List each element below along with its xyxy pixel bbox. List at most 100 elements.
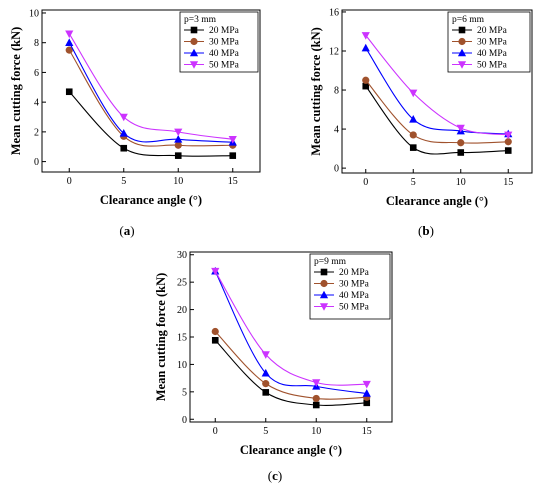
legend-marker	[319, 290, 329, 299]
chart-b: 0 5 10 15 0 4 8 12 16 Clearance angle (°) Mean cut…	[309, 7, 533, 238]
x-tick-label: 5	[411, 177, 416, 188]
data-point	[174, 141, 182, 149]
legend-label: 40 MPa	[339, 291, 370, 301]
data-point	[211, 336, 219, 344]
data-point	[262, 389, 270, 396]
x-axis-title: Clearance angle (°)	[386, 194, 488, 208]
caption-part: (	[418, 223, 422, 238]
caption-part: b	[422, 223, 429, 238]
data-point	[362, 389, 371, 397]
data-point	[409, 144, 417, 151]
data-point	[174, 135, 183, 143]
y-tick-label: 8	[334, 86, 339, 97]
x-tick-label: 5	[263, 426, 268, 437]
caption-part: )	[130, 223, 134, 238]
data-point	[409, 115, 418, 123]
trend-line-20-mpa	[68, 91, 233, 157]
legend-label: 40 MPa	[209, 49, 240, 59]
data-point	[312, 401, 320, 409]
data-point	[228, 136, 237, 144]
legend-label: 50 MPa	[339, 303, 370, 313]
legend-marker	[320, 268, 328, 276]
data-point	[65, 38, 74, 46]
data-point	[456, 124, 465, 133]
data-point	[504, 138, 512, 146]
y-tick-label: 16	[329, 7, 339, 18]
x-axis-title: Clearance angle (°)	[240, 443, 342, 457]
y-axis-title: Mean cutting force (kN)	[9, 27, 23, 156]
legend-title: p=9 mm	[314, 257, 347, 267]
legend-marker	[190, 37, 198, 46]
trend-line-50-mpa	[68, 33, 233, 140]
y-tick-label: 10	[29, 8, 39, 19]
data-point	[211, 267, 220, 276]
y-tick-label: 4	[334, 125, 339, 136]
data-point	[120, 144, 128, 152]
panel-caption: (a)	[119, 223, 134, 238]
legend-label: 30 MPa	[339, 280, 370, 290]
y-tick-label: 5	[182, 387, 187, 398]
x-axis-title: Clearance angle (°)	[100, 193, 202, 207]
chart-a: 0 5 10 15 0 2 4 6 8 10 Clearance angle (°) Mean cut…	[9, 8, 261, 238]
y-tick-label: 6	[34, 68, 39, 79]
y-tick-label: 20	[177, 305, 187, 316]
data-point	[409, 131, 417, 139]
legend-label: 20 MPa	[209, 26, 240, 36]
trend-line-40-mpa	[214, 270, 367, 395]
x-tick-label: 10	[311, 426, 321, 437]
legend-marker	[319, 303, 329, 311]
data-point	[262, 380, 270, 388]
x-tick-label: 5	[121, 176, 126, 187]
legend-label: 20 MPa	[477, 26, 508, 36]
panel-caption: (b)	[418, 223, 434, 238]
data-point	[211, 327, 219, 336]
y-tick-label: 2	[34, 127, 39, 138]
trend-line-30-mpa	[214, 331, 367, 400]
legend-title: p=3 mm	[184, 15, 217, 25]
caption-part: )	[278, 468, 282, 483]
x-tick-label: 15	[503, 177, 513, 188]
y-tick-label: 4	[34, 98, 39, 109]
data-point	[361, 43, 370, 52]
y-tick-label: 0	[182, 415, 187, 426]
y-tick-label: 30	[177, 250, 187, 261]
data-point	[174, 128, 183, 137]
data-point	[312, 394, 320, 403]
caption-part: c	[272, 468, 278, 483]
y-tick-label: 0	[34, 157, 39, 168]
x-tick-label: 0	[67, 176, 72, 187]
caption-part: )	[430, 223, 434, 238]
legend-label: 40 MPa	[477, 49, 508, 59]
data-point	[504, 131, 513, 140]
x-tick-label: 0	[213, 426, 218, 437]
trend-line-40-mpa	[68, 42, 233, 143]
y-axis-title: Mean cutting force (kN)	[154, 273, 168, 402]
data-point	[362, 82, 370, 90]
trend-line-20-mpa	[365, 85, 509, 155]
legend-marker	[458, 26, 466, 34]
data-point	[65, 88, 73, 96]
legend-label: 30 MPa	[209, 38, 240, 48]
trend-line-20-mpa	[214, 339, 367, 406]
data-point	[504, 147, 512, 154]
data-point	[119, 129, 128, 137]
y-tick-label: 12	[329, 46, 339, 57]
y-axis-title: Mean cutting force (kN)	[309, 27, 323, 156]
y-tick-label: 15	[177, 333, 187, 344]
x-tick-label: 15	[362, 426, 372, 437]
data-point	[261, 351, 270, 359]
trend-line-30-mpa	[365, 79, 509, 144]
data-point	[119, 113, 128, 122]
data-point	[312, 379, 321, 387]
legend-title: p=6 mm	[452, 15, 485, 25]
x-tick-label: 10	[456, 177, 466, 188]
data-point	[65, 46, 73, 54]
data-point	[361, 32, 370, 40]
data-point	[229, 152, 237, 159]
trend-line-30-mpa	[68, 49, 233, 147]
legend-marker	[320, 279, 328, 288]
data-point	[363, 399, 371, 407]
plot-frame	[341, 9, 533, 174]
legend-marker	[189, 48, 199, 57]
legend-marker	[189, 61, 199, 69]
